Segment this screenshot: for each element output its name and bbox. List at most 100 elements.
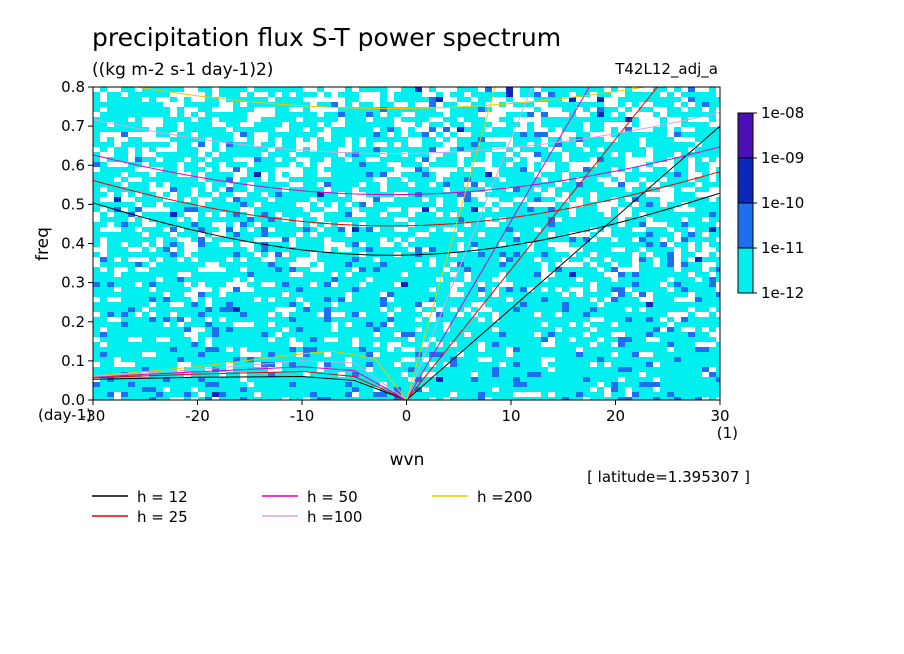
heatmap-cell: [541, 332, 549, 338]
heatmap-cell: [590, 332, 598, 338]
heatmap-cell: [107, 217, 115, 223]
heatmap-cell: [156, 177, 164, 183]
heatmap-cell: [471, 147, 479, 153]
heatmap-cell: [520, 97, 528, 103]
heatmap-cell: [212, 142, 220, 148]
heatmap-cell: [555, 252, 563, 258]
heatmap-cell: [443, 162, 451, 168]
heatmap-cell: [443, 327, 451, 333]
heatmap-cell: [604, 332, 612, 338]
heatmap-cell: [387, 352, 395, 358]
heatmap-cell: [688, 172, 696, 178]
heatmap-cell: [702, 352, 710, 358]
heatmap-cell: [93, 92, 101, 98]
heatmap-cell: [583, 232, 591, 238]
heatmap-cell: [324, 292, 332, 298]
heatmap-cell: [149, 92, 157, 98]
heatmap-cell: [569, 322, 577, 328]
heatmap-cell: [254, 272, 262, 278]
heatmap-cell: [415, 282, 423, 288]
heatmap-cell: [366, 217, 374, 223]
heatmap-cell: [625, 187, 633, 193]
heatmap-cell: [373, 317, 381, 323]
heatmap-cell: [562, 272, 570, 278]
heatmap-cell: [198, 132, 206, 138]
heatmap-cell: [401, 232, 409, 238]
heatmap-cell: [443, 177, 451, 183]
heatmap-cell: [394, 332, 402, 338]
heatmap-cell: [415, 357, 423, 363]
heatmap-cell: [457, 117, 465, 123]
heatmap-cell: [107, 102, 115, 108]
heatmap-cell: [667, 277, 675, 283]
heatmap-cell: [184, 247, 192, 253]
heatmap-cell: [597, 152, 605, 158]
heatmap-cell: [359, 237, 367, 243]
heatmap-cell: [128, 312, 136, 318]
heatmap-cell: [205, 147, 213, 153]
heatmap-cell: [429, 97, 437, 103]
heatmap-cell: [289, 192, 297, 198]
heatmap-cell: [233, 147, 241, 153]
heatmap-cell: [541, 232, 549, 238]
heatmap-cell: [681, 87, 689, 93]
heatmap-cell: [219, 227, 227, 233]
heatmap-cell: [198, 232, 206, 238]
heatmap-cell: [156, 107, 164, 113]
heatmap-cell: [569, 312, 577, 318]
heatmap-cell: [716, 102, 720, 108]
heatmap-cell: [107, 327, 115, 333]
heatmap-cell: [457, 182, 465, 188]
heatmap-cell: [254, 232, 262, 238]
heatmap-cell: [107, 132, 115, 138]
heatmap-cell: [275, 217, 283, 223]
heatmap-cell: [541, 207, 549, 213]
heatmap-cell: [408, 322, 416, 328]
heatmap-cell: [513, 312, 521, 318]
heatmap-cell: [548, 322, 556, 328]
heatmap-cell: [331, 152, 339, 158]
heatmap-cell: [632, 352, 640, 358]
heatmap-cell: [163, 137, 171, 143]
heatmap-cell: [611, 302, 619, 308]
heatmap-cell: [401, 177, 409, 183]
heatmap-cell: [387, 142, 395, 148]
heatmap-cell: [184, 307, 192, 313]
heatmap-cell: [226, 352, 234, 358]
heatmap-cell: [310, 137, 318, 143]
heatmap-cell: [366, 267, 374, 273]
heatmap-cell: [303, 192, 311, 198]
heatmap-cell: [415, 147, 423, 153]
heatmap-cell: [688, 287, 696, 293]
heatmap-cell: [394, 357, 402, 363]
heatmap-cell: [513, 102, 521, 108]
heatmap-cell: [310, 127, 318, 133]
heatmap-cell: [695, 272, 703, 278]
heatmap-cell: [387, 222, 395, 228]
heatmap-cell: [338, 337, 346, 343]
heatmap-cell: [709, 247, 717, 253]
heatmap-cell: [660, 187, 668, 193]
heatmap-cell: [219, 212, 227, 218]
heatmap-cell: [548, 302, 556, 308]
heatmap-cell: [170, 122, 178, 128]
heatmap-cell: [170, 172, 178, 178]
heatmap-cell: [205, 312, 213, 318]
heatmap-cell: [163, 167, 171, 173]
heatmap-cell: [541, 202, 549, 208]
heatmap-cell: [261, 247, 269, 253]
heatmap-cell: [471, 317, 479, 323]
heatmap-cell: [485, 302, 493, 308]
heatmap-cell: [443, 242, 451, 248]
heatmap-cell: [450, 97, 458, 103]
heatmap-cell: [121, 237, 129, 243]
heatmap-cell: [366, 197, 374, 203]
heatmap-cell: [121, 212, 129, 218]
heatmap-cell: [639, 177, 647, 183]
heatmap-cell: [681, 187, 689, 193]
heatmap-cell: [310, 312, 318, 318]
heatmap-cell: [625, 137, 633, 143]
heatmap-cell: [387, 342, 395, 348]
heatmap-cell: [198, 337, 206, 343]
heatmap-cell: [338, 157, 346, 163]
